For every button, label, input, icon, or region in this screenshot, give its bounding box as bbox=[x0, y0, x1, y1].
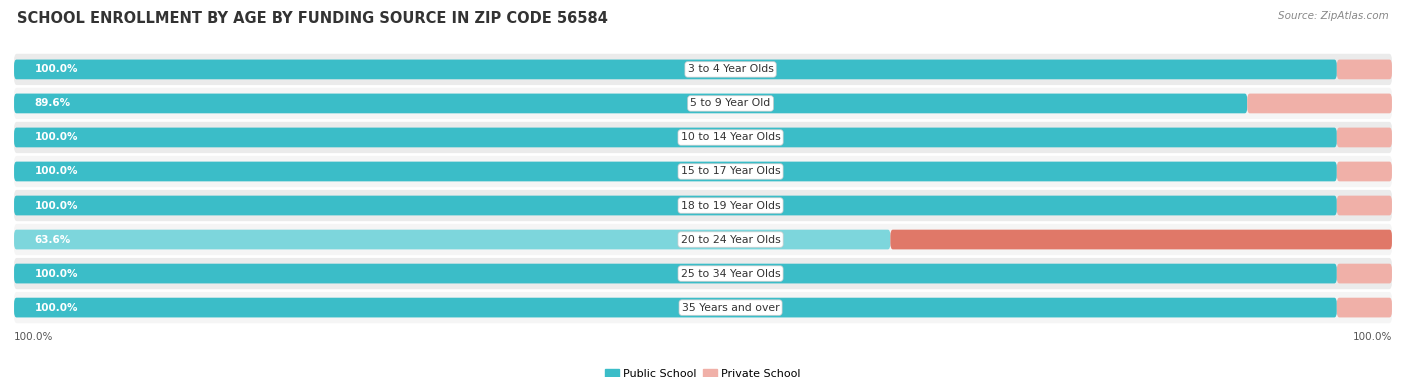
FancyBboxPatch shape bbox=[14, 162, 1337, 181]
Text: 100.0%: 100.0% bbox=[35, 64, 79, 74]
FancyBboxPatch shape bbox=[14, 127, 1337, 147]
FancyBboxPatch shape bbox=[14, 230, 890, 250]
FancyBboxPatch shape bbox=[14, 264, 1337, 284]
Text: 63.6%: 63.6% bbox=[35, 234, 70, 245]
FancyBboxPatch shape bbox=[14, 292, 1392, 323]
FancyBboxPatch shape bbox=[1337, 127, 1392, 147]
FancyBboxPatch shape bbox=[1337, 60, 1392, 79]
Legend: Public School, Private School: Public School, Private School bbox=[600, 365, 806, 377]
Text: 15 to 17 Year Olds: 15 to 17 Year Olds bbox=[681, 167, 780, 176]
Text: 25 to 34 Year Olds: 25 to 34 Year Olds bbox=[681, 268, 780, 279]
Text: 100.0%: 100.0% bbox=[35, 303, 79, 313]
FancyBboxPatch shape bbox=[14, 156, 1392, 187]
Text: 10 to 14 Year Olds: 10 to 14 Year Olds bbox=[681, 132, 780, 143]
Text: 3 to 4 Year Olds: 3 to 4 Year Olds bbox=[688, 64, 773, 74]
FancyBboxPatch shape bbox=[890, 230, 1392, 250]
Text: 5 to 9 Year Old: 5 to 9 Year Old bbox=[690, 98, 770, 109]
FancyBboxPatch shape bbox=[14, 258, 1392, 289]
FancyBboxPatch shape bbox=[14, 298, 1337, 317]
FancyBboxPatch shape bbox=[1247, 93, 1392, 113]
Text: 100.0%: 100.0% bbox=[35, 201, 79, 210]
Text: 18 to 19 Year Olds: 18 to 19 Year Olds bbox=[681, 201, 780, 210]
Text: 100.0%: 100.0% bbox=[14, 332, 53, 342]
FancyBboxPatch shape bbox=[14, 88, 1392, 119]
Text: 100.0%: 100.0% bbox=[35, 132, 79, 143]
Text: 89.6%: 89.6% bbox=[35, 98, 70, 109]
FancyBboxPatch shape bbox=[14, 190, 1392, 221]
FancyBboxPatch shape bbox=[1337, 298, 1392, 317]
FancyBboxPatch shape bbox=[1337, 162, 1392, 181]
Text: SCHOOL ENROLLMENT BY AGE BY FUNDING SOURCE IN ZIP CODE 56584: SCHOOL ENROLLMENT BY AGE BY FUNDING SOUR… bbox=[17, 11, 607, 26]
Text: 35 Years and over: 35 Years and over bbox=[682, 303, 779, 313]
FancyBboxPatch shape bbox=[14, 54, 1392, 85]
FancyBboxPatch shape bbox=[14, 122, 1392, 153]
FancyBboxPatch shape bbox=[14, 60, 1337, 79]
Text: 100.0%: 100.0% bbox=[1353, 332, 1392, 342]
Text: 20 to 24 Year Olds: 20 to 24 Year Olds bbox=[681, 234, 780, 245]
FancyBboxPatch shape bbox=[14, 196, 1337, 215]
FancyBboxPatch shape bbox=[1337, 264, 1392, 284]
FancyBboxPatch shape bbox=[14, 93, 1247, 113]
FancyBboxPatch shape bbox=[1337, 196, 1392, 215]
Text: Source: ZipAtlas.com: Source: ZipAtlas.com bbox=[1278, 11, 1389, 21]
Text: 100.0%: 100.0% bbox=[35, 167, 79, 176]
FancyBboxPatch shape bbox=[14, 224, 1392, 255]
Text: 100.0%: 100.0% bbox=[35, 268, 79, 279]
